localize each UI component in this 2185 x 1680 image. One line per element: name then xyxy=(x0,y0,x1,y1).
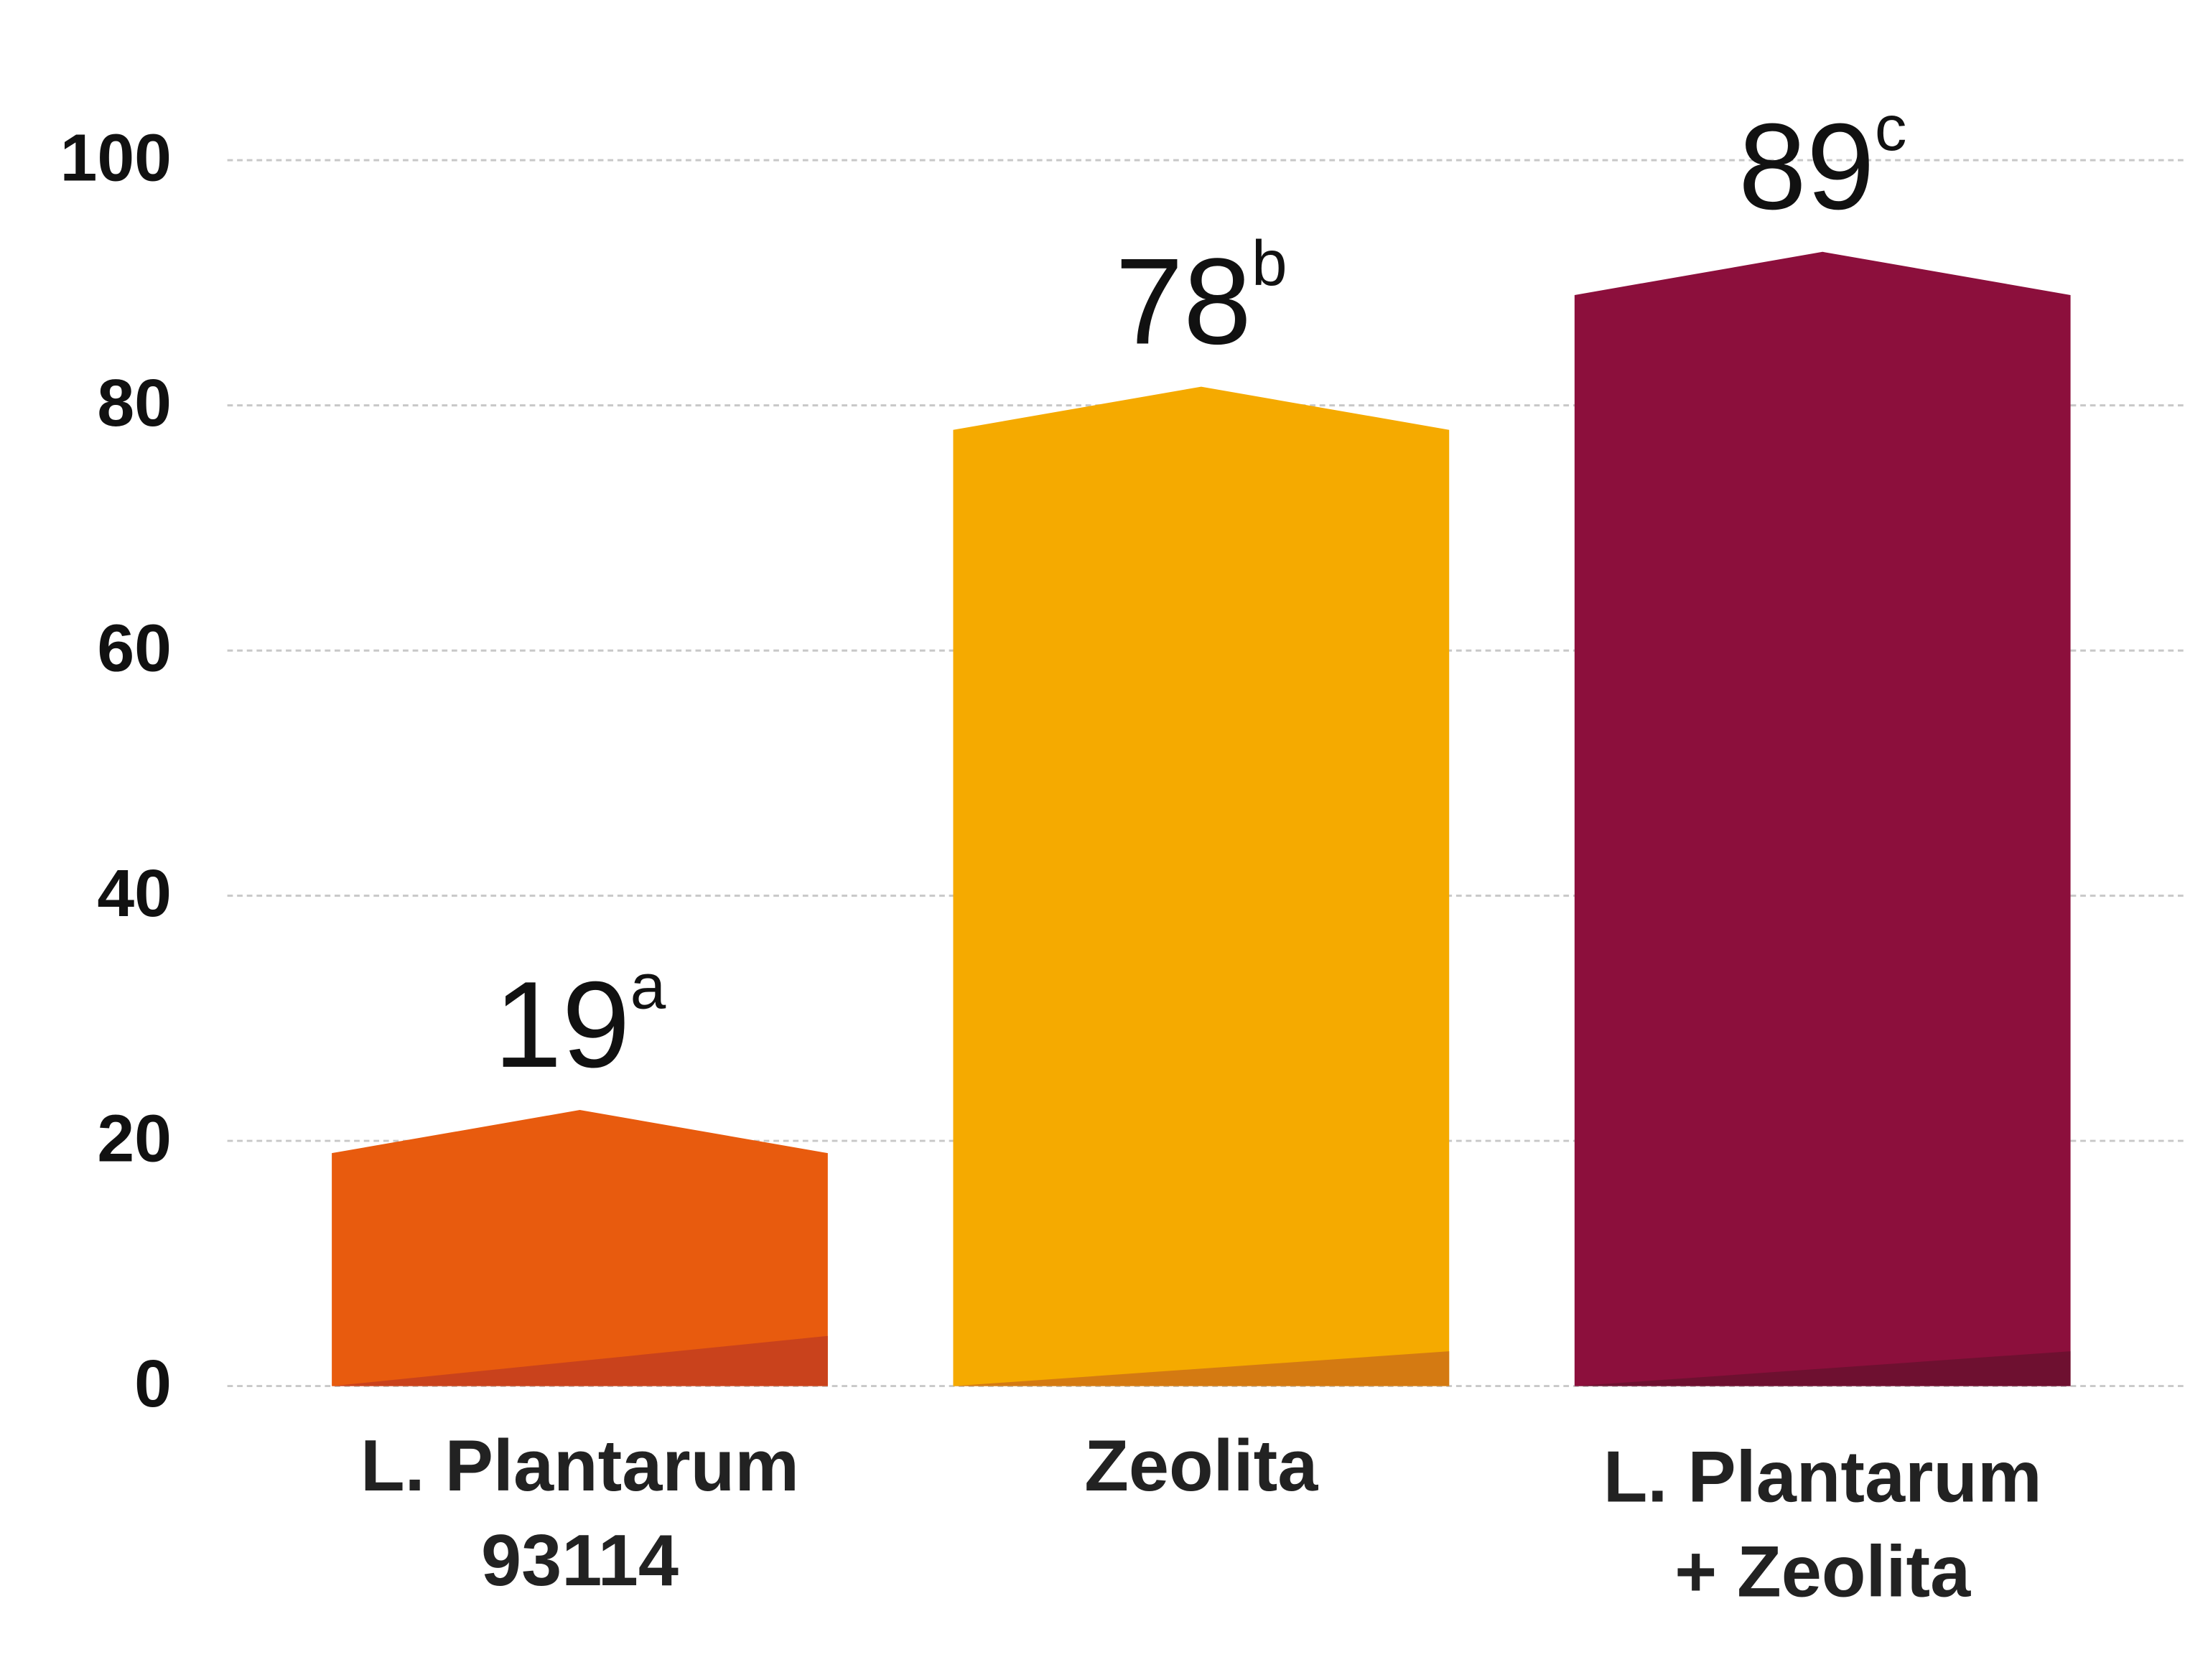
x-tick-line: Zeolita xyxy=(1084,1426,1318,1506)
value-suffix: a xyxy=(630,950,666,1022)
x-tick-label: L. Plantarum + Zeolita xyxy=(1603,1437,2042,1613)
value-label: 78b xyxy=(1115,227,1287,370)
value-suffix: c xyxy=(1875,92,1907,164)
value-number: 19 xyxy=(494,956,630,1093)
x-tick-line: L. Plantarum xyxy=(360,1426,799,1506)
y-tick-label: 40 xyxy=(97,856,172,930)
y-tick-label: 100 xyxy=(60,121,172,195)
bar xyxy=(1574,251,2071,1386)
bar-shade xyxy=(1574,1351,2071,1386)
value-label: 89c xyxy=(1738,92,1907,235)
y-tick-label: 0 xyxy=(134,1346,172,1421)
value-number: 78 xyxy=(1115,233,1252,370)
x-tick-line: + Zeolita xyxy=(1674,1532,1971,1613)
x-tick-label: Zeolita xyxy=(1084,1426,1318,1506)
y-tick-label: 20 xyxy=(97,1101,172,1176)
value-number: 89 xyxy=(1738,98,1875,235)
value-label: 19a xyxy=(494,950,666,1093)
y-tick-label: 80 xyxy=(97,365,172,440)
bar xyxy=(953,386,1450,1386)
bar xyxy=(332,1110,828,1386)
x-tick-line: 93114 xyxy=(481,1521,679,1601)
x-tick-line: L. Plantarum xyxy=(1603,1437,2042,1518)
value-suffix: b xyxy=(1252,227,1287,299)
y-tick-label: 60 xyxy=(97,611,172,686)
x-tick-label: L. Plantarum 93114 xyxy=(360,1426,799,1601)
